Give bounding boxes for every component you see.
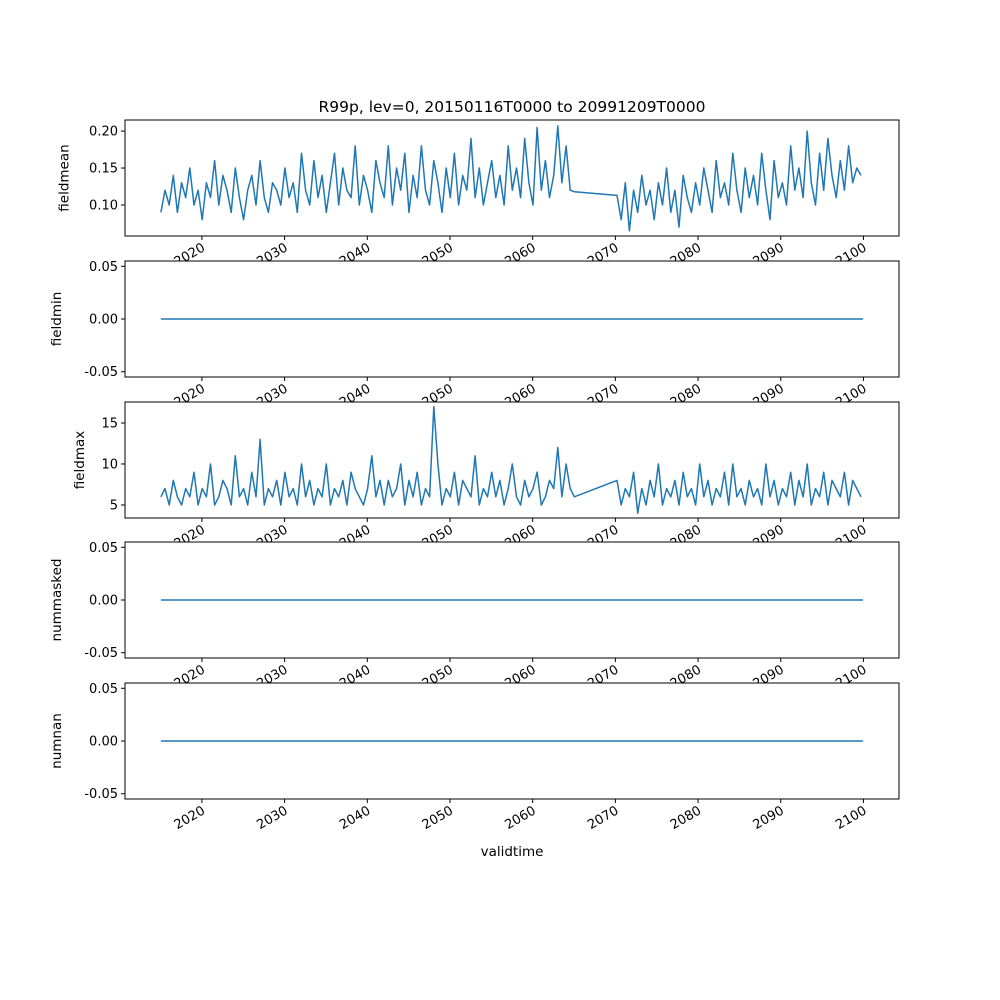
x-tick-label: 2080	[668, 803, 704, 833]
y-axis-label: fieldmean	[57, 144, 73, 211]
y-tick-label: 0.05	[89, 682, 118, 697]
y-tick-label: 0.00	[89, 735, 118, 750]
y-tick-label: 0.20	[89, 125, 118, 140]
series-line-fieldmean	[160, 125, 862, 232]
y-tick-label: 0.00	[89, 594, 118, 609]
x-tick-label: 2050	[420, 803, 456, 833]
y-tick-label: 0.05	[89, 541, 118, 556]
axes-frame	[124, 401, 900, 519]
x-tick-label: 2060	[503, 803, 539, 833]
x-tick-label: 2020	[172, 803, 208, 833]
series-line-fieldmax	[160, 405, 862, 514]
y-axis-label: numnan	[49, 713, 65, 769]
axes-frame	[124, 119, 900, 237]
y-tick-label: 15	[101, 416, 118, 431]
x-axis-label: validtime	[481, 844, 544, 860]
axes-background	[125, 120, 899, 236]
y-tick-label: 0.15	[89, 162, 118, 177]
y-tick-label: -0.05	[84, 646, 118, 661]
y-axis-label: nummasked	[49, 559, 65, 642]
chart-title: R99p, lev=0, 20150116T0000 to 20991209T0…	[319, 98, 706, 116]
x-tick-label: 2070	[585, 803, 621, 833]
y-tick-label: 0.10	[89, 198, 118, 213]
subplot-numnan: -0.05 0.00 0.05 numnan 2020 2030 2040 2050 2060 2…	[49, 682, 900, 833]
y-tick-label: 0.05	[89, 260, 118, 275]
x-tick-label: 2100	[833, 803, 869, 833]
y-tick-label: -0.05	[84, 365, 118, 380]
y-tick-label: 10	[101, 457, 118, 472]
y-axis-label: fieldmin	[49, 292, 65, 347]
axes-background	[125, 402, 899, 518]
y-axis-label: fieldmax	[72, 431, 88, 490]
y-tick-label: 5	[110, 498, 118, 513]
x-tick-label: 2030	[254, 803, 290, 833]
x-tick-label: 2090	[751, 803, 787, 833]
y-tick-label: 0.00	[89, 313, 118, 328]
y-tick-label: -0.05	[84, 787, 118, 802]
x-tick-label: 2040	[337, 803, 373, 833]
